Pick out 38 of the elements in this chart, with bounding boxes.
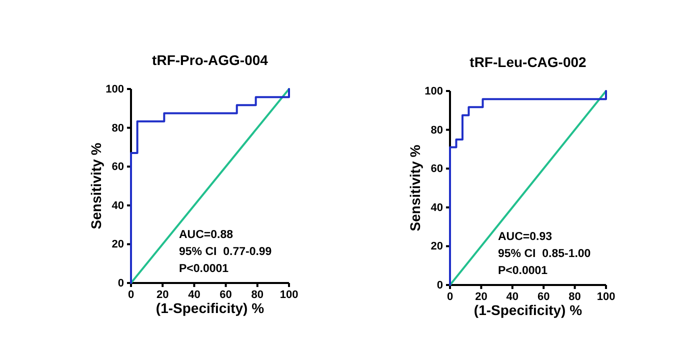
x-axis-title: (1-Specificity) % — [156, 300, 265, 316]
y-tick-label: 60 — [112, 161, 124, 174]
line-series — [130, 88, 290, 284]
x-tick-label: 80 — [568, 290, 581, 303]
y-tick-label: 80 — [430, 124, 443, 136]
annotation: 95% CI 0.77-0.99 — [179, 246, 272, 258]
annotation: 95% CI 0.85-1.00 — [498, 248, 591, 260]
annotation: AUC=0.93 — [498, 231, 552, 243]
y-tick-label: 80 — [112, 122, 124, 134]
y-tick-label: 0 — [436, 280, 443, 292]
x-axis-title: (1-Specificity) % — [474, 302, 583, 318]
x-tick-label: 80 — [251, 288, 264, 301]
annotation: P<0.0001 — [498, 265, 548, 277]
line-series — [449, 90, 607, 286]
x-tick-label: 0 — [128, 288, 134, 301]
y-tick-label: 40 — [430, 202, 443, 214]
y-tick-label: 100 — [424, 86, 443, 98]
x-tick-label: 100 — [596, 290, 616, 303]
y-tick-label: 60 — [430, 163, 443, 176]
x-tick-label: 20 — [156, 288, 169, 301]
x-tick-label: 0 — [446, 290, 454, 303]
y-axis-title: Sensitivity % — [88, 142, 104, 230]
x-tick-label: 20 — [475, 290, 488, 303]
x-tick-label: 60 — [220, 288, 232, 301]
annotation: AUC=0.88 — [179, 229, 234, 241]
y-tick-label: 20 — [430, 240, 443, 253]
y-tick-label: 0 — [118, 278, 124, 290]
x-tick-label: 100 — [280, 288, 298, 301]
annotation: P<0.0001 — [179, 263, 230, 275]
y-axis-title: Sensitivity % — [407, 144, 423, 232]
y-tick-label: 40 — [112, 200, 124, 212]
x-tick-label: 40 — [188, 288, 200, 301]
chart-title: tRF-Pro-AGG-004 — [152, 52, 268, 68]
chart-title: tRF-Leu-CAG-002 — [470, 54, 587, 70]
y-tick-label: 100 — [106, 84, 124, 96]
x-tick-label: 40 — [506, 290, 519, 303]
x-tick-label: 60 — [537, 290, 550, 303]
y-tick-label: 20 — [112, 238, 124, 251]
